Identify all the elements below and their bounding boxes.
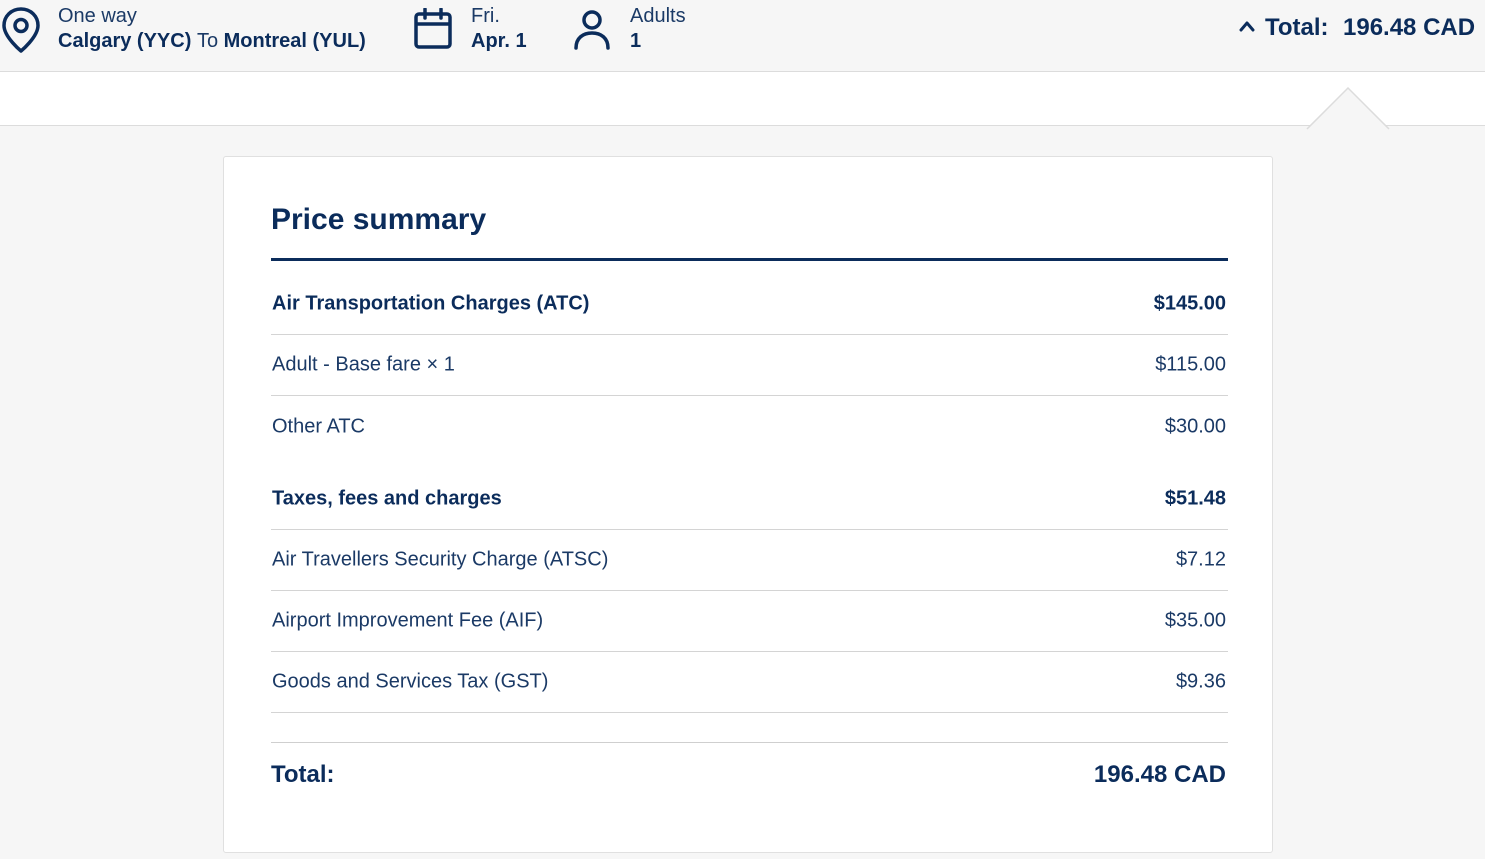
price-summary-card: Price summary Air Transportation Charges… [223,156,1273,853]
trip-summary-header: One way Calgary (YYC) To Montreal (YUL) … [0,0,1485,72]
page-title: Price summary [271,203,487,236]
chevron-up-icon [1239,19,1255,37]
section-row-atc: Air Transportation Charges (ATC) $145.00 [271,274,1228,335]
line-item-row: Other ATC $30.00 [271,396,1228,457]
line-item-row: Adult - Base fare × 1 $115.00 [271,335,1228,396]
line-item-row: Airport Improvement Fee (AIF) $35.00 [271,591,1228,652]
line-item-amount: $115.00 [1155,353,1226,376]
passenger-type-label: Adults [630,5,686,27]
destination-airport: Montreal (YUL) [223,30,366,52]
total-divider [271,742,1228,743]
line-item-label: Air Travellers Security Charge (ATSC) [272,548,609,571]
trip-route: Calgary (YYC) To Montreal (YUL) [58,30,366,53]
location-pin-icon [2,7,40,58]
line-item-amount: $7.12 [1175,548,1226,571]
section-label: Taxes, fees and charges [272,487,502,510]
line-item-label: Airport Improvement Fee (AIF) [272,609,544,632]
total-label: Total: [271,761,335,788]
total-row: Total: 196.48 CAD [271,757,1228,797]
section-label: Air Transportation Charges (ATC) [272,292,590,315]
section-row-taxes: Taxes, fees and charges $51.48 [271,469,1228,530]
section-amount: $51.48 [1164,487,1226,510]
title-divider [271,258,1228,261]
total-amount: 196.48 CAD [1093,761,1226,788]
trip-type-label: One way [58,5,137,27]
line-item-label: Adult - Base fare × 1 [272,353,455,376]
line-item-label: Other ATC [272,415,365,437]
passengers-segment: Adults 1 [570,0,710,72]
line-item-amount: $30.00 [1164,415,1226,437]
origin-airport: Calgary (YYC) [58,30,192,52]
trip-date-segment: Fri. Apr. 1 [410,0,550,72]
calendar-icon [413,7,453,55]
total-toggle-button[interactable]: Total: 196.48 CAD [1225,0,1485,56]
line-item-row: Goods and Services Tax (GST) $9.36 [271,652,1228,713]
person-icon [573,10,611,55]
header-total-label: Total: [1265,14,1329,41]
section-amount: $145.00 [1153,292,1226,315]
line-item-amount: $35.00 [1164,609,1226,632]
trip-route-segment: One way Calgary (YYC) To Montreal (YUL) [0,0,380,72]
date-day-label: Fri. [471,5,500,27]
passenger-count: 1 [630,30,642,52]
route-connector: To [196,30,219,52]
dropdown-caret [1306,86,1390,135]
header-total-value: 196.48 CAD [1343,14,1476,41]
date-value: Apr. 1 [471,30,527,52]
line-item-row: Air Travellers Security Charge (ATSC) $7… [271,530,1228,591]
dropdown-strip [0,72,1485,126]
line-item-amount: $9.36 [1175,670,1226,693]
line-item-label: Goods and Services Tax (GST) [272,670,549,693]
